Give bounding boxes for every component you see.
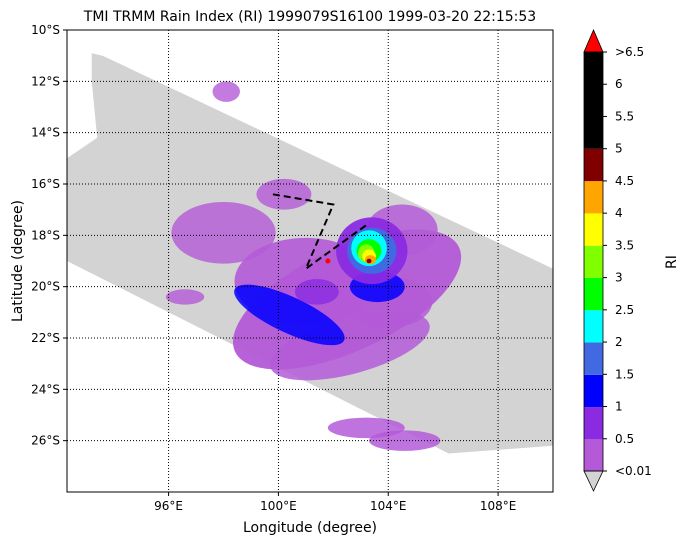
colorbar-segment: [584, 342, 603, 375]
rain-cell: [366, 258, 372, 264]
y-tick-label: 26°S: [31, 434, 60, 448]
colorbar-segment: [584, 181, 603, 214]
rain-cell: [165, 289, 205, 305]
y-tick-label: 12°S: [31, 74, 60, 88]
y-tick-label: 20°S: [31, 280, 60, 294]
rain-cell: [369, 430, 441, 451]
colorbar-segment: [584, 52, 603, 149]
colorbar-tick-label: 1: [615, 400, 623, 414]
x-tick-label: 104°E: [370, 499, 407, 513]
colorbar-segment: [584, 374, 603, 408]
colorbar-tick-label: 4.5: [615, 174, 634, 188]
y-tick-label: 22°S: [31, 331, 60, 345]
colorbar-tick-label: 3.5: [615, 238, 634, 252]
plot-area: [67, 30, 553, 492]
y-tick-label: 10°S: [31, 23, 60, 37]
y-tick-label: 14°S: [31, 126, 60, 140]
x-axis-label: Longitude (degree): [243, 520, 377, 536]
storm-center: [325, 258, 331, 264]
x-ticks: 96°E 100°E 104°E 108°E: [154, 492, 516, 513]
colorbar-tick-label: 6: [615, 77, 623, 91]
colorbar-tick-label: 1.5: [615, 367, 634, 381]
y-ticks: 10°S 12°S 14°S 16°S 18°S 20°S 22°S 24°S 26°S: [31, 23, 67, 448]
colorbar-segment: [584, 310, 603, 343]
colorbar-segment: [584, 407, 603, 440]
x-tick-label: 96°E: [154, 499, 183, 513]
colorbar-tick-label: 4: [615, 206, 623, 220]
y-tick-label: 24°S: [31, 382, 60, 396]
colorbar-tick-label: 3: [615, 271, 623, 285]
y-tick-label: 16°S: [31, 177, 60, 191]
colorbar: >6.5 6 5.5 5 4.5 4 3.5 3 2.5 2 1.5 1 0.5 <0.01: [583, 28, 652, 492]
x-tick-label: 108°E: [480, 499, 517, 513]
rain-cell: [269, 311, 430, 381]
colorbar-tick-label: 5.5: [615, 109, 634, 123]
colorbar-segment: [584, 213, 603, 246]
colorbar-segment: [584, 277, 603, 311]
colorbar-tick-label: <0.01: [615, 464, 652, 478]
colorbar-over-arrow: [583, 28, 604, 53]
x-tick-label: 100°E: [260, 499, 297, 513]
colorbar-segment: [584, 439, 603, 471]
rain-cell: [234, 284, 345, 346]
colorbar-tick-label: 2: [615, 335, 623, 349]
y-axis-label: Latitude (degree): [10, 200, 26, 322]
grid: [67, 30, 553, 492]
colorbar-tick-label: 0.5: [615, 432, 634, 446]
rain-cell: [294, 278, 339, 305]
colorbar-frame: [583, 51, 604, 472]
rain-field: [165, 81, 462, 451]
colorbar-segment: [584, 148, 603, 182]
y-tick-label: 18°S: [31, 228, 60, 242]
colorbar-label: RI: [664, 255, 680, 269]
chart-title: TMI TRMM Rain Index (RI) 1999079S16100 1…: [83, 9, 536, 25]
colorbar-tick-label: 2.5: [615, 303, 634, 317]
colorbar-segment: [584, 245, 603, 278]
rain-cell: [171, 201, 276, 264]
colorbar-under-arrow: [583, 470, 604, 492]
storm-track: [272, 193, 367, 272]
colorbar-tick-label: >6.5: [615, 45, 644, 59]
rain-cell: [256, 178, 312, 210]
colorbar-tick-label: 5: [615, 142, 623, 156]
plot-frame: [66, 29, 554, 493]
rain-cell: [212, 81, 240, 102]
